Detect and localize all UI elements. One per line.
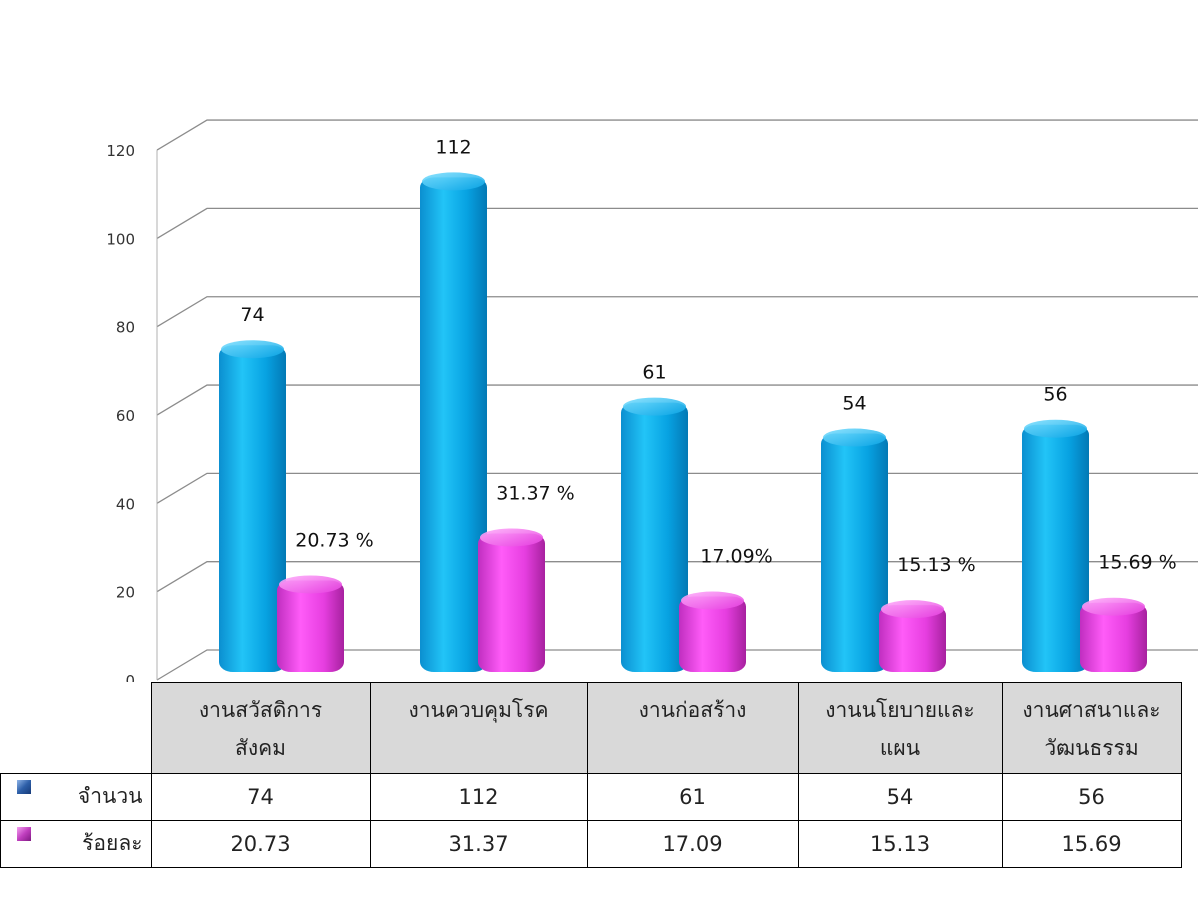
data-labels: 74 112 61 54 56 20.73 % 31.37 % 17.09% 15.13 % 15… <box>240 136 1176 576</box>
bar-cap <box>1082 597 1145 616</box>
table-cell: 15.13 <box>797 819 1003 868</box>
gridline <box>156 119 1198 151</box>
table-cell: 112 <box>369 772 588 821</box>
table-header-cell: งานสวัสดิการ สังคม <box>150 682 371 774</box>
legend-swatch-icon <box>17 779 31 794</box>
table-header-row: งานสวัสดิการ สังคม งานควบคุมโรค งานก่อสร้… <box>0 682 1182 774</box>
y-tick-label: 100 <box>106 230 135 248</box>
bar-percent <box>679 596 746 672</box>
table-cell: 15.69 <box>1001 819 1182 868</box>
legend-entry-percent: ร้อยละ <box>0 819 152 868</box>
table-cell: 54 <box>797 772 1003 821</box>
y-tick-label: 40 <box>116 495 135 513</box>
bar-cap <box>221 340 284 359</box>
bar-cap <box>1024 419 1087 438</box>
data-label: 17.09% <box>700 546 772 568</box>
y-tick-label: 0 <box>125 672 135 682</box>
legend-swatch-icon <box>17 826 31 841</box>
bar-percent <box>478 533 545 672</box>
table-row: ร้อยละ 20.73 31.37 17.09 15.13 15.69 <box>0 819 1182 868</box>
bar-cap <box>480 528 543 547</box>
bar-cap <box>422 172 485 191</box>
data-label: 61 <box>642 362 666 384</box>
table-cell: 74 <box>150 772 371 821</box>
table-cell: 61 <box>586 772 799 821</box>
bar-chart: 0 20 40 60 80 100 120 74 112 61 54 56 20.73 % 31.37 … <box>106 119 1198 682</box>
table-cell: 31.37 <box>369 819 588 868</box>
table-header-cell: งานศาสนาและ วัฒนธรรม <box>1001 682 1182 774</box>
bar-percent <box>1080 602 1147 672</box>
table-cell: 20.73 <box>150 819 371 868</box>
data-label: 56 <box>1043 384 1067 406</box>
legend-entry-count: จำนวน <box>0 772 152 821</box>
bar-cap <box>881 600 944 619</box>
table-cell: 17.09 <box>586 819 799 868</box>
bar-percent <box>879 605 946 672</box>
data-label: 74 <box>240 304 264 326</box>
table-header-cell: งานนโยบายและ แผน <box>797 682 1003 774</box>
table-corner <box>0 682 152 774</box>
y-tick-label: 120 <box>106 142 135 160</box>
data-label: 54 <box>842 393 866 415</box>
table-header-cell: งานควบคุมโรค <box>369 682 588 774</box>
data-label: 15.13 % <box>897 554 976 576</box>
table-header-cell: งานก่อสร้าง <box>586 682 799 774</box>
y-tick-label: 80 <box>116 319 135 337</box>
gridlines <box>156 119 1198 681</box>
bar-count <box>821 433 888 672</box>
bar-cap <box>823 428 886 447</box>
bar-cap <box>681 591 744 610</box>
y-axis: 0 20 40 60 80 100 120 <box>106 142 135 682</box>
bar-count <box>420 177 487 672</box>
bar-cap <box>279 575 342 594</box>
y-tick-label: 20 <box>116 584 135 602</box>
bar-cap <box>623 397 686 416</box>
data-label: 15.69 % <box>1098 552 1177 574</box>
data-label: 20.73 % <box>295 529 374 551</box>
gridline <box>156 384 1198 416</box>
data-table: งานสวัสดิการ สังคม งานควบคุมโรค งานก่อสร้… <box>0 682 1182 868</box>
bar-count <box>621 402 688 672</box>
gridline <box>156 207 1198 239</box>
data-label: 112 <box>435 136 471 158</box>
bar-percent <box>277 580 344 672</box>
table-row: จำนวน 74 112 61 54 56 <box>0 772 1182 821</box>
table-cell: 56 <box>1001 772 1182 821</box>
bars <box>219 172 1147 672</box>
y-tick-label: 60 <box>116 407 135 425</box>
data-label: 31.37 % <box>496 482 575 504</box>
bar-count <box>1022 424 1089 672</box>
bar-count <box>219 345 286 672</box>
gridline <box>156 296 1198 328</box>
